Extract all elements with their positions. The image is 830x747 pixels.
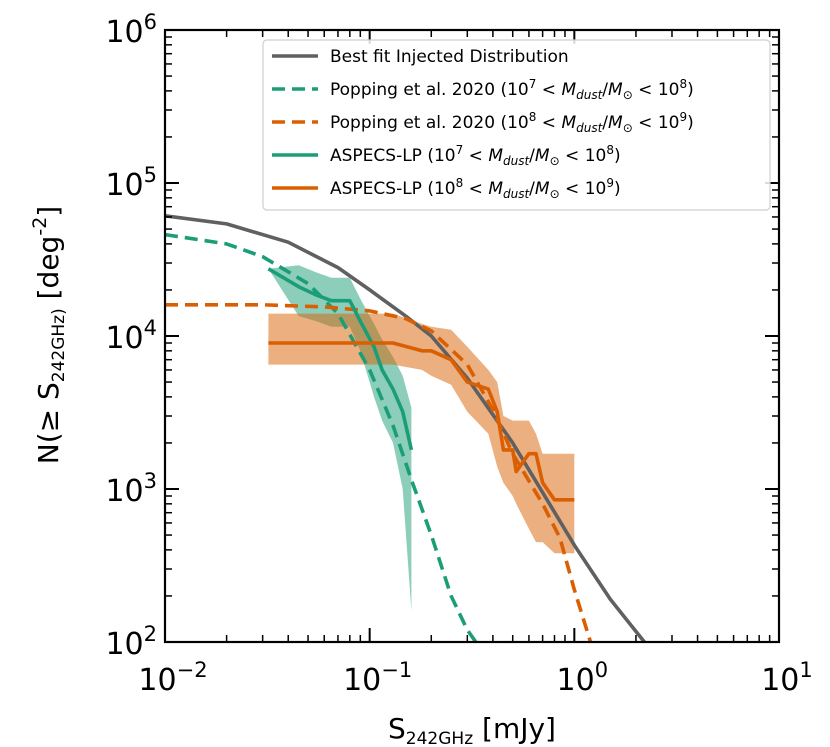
x-tick-label: 101 [761,658,813,698]
x-axis-title: S242GHz [mJy] [388,712,556,747]
x-tick-label: 100 [557,658,609,698]
band-aspecs_high [268,313,575,554]
legend-label-aspecs_high: ASPECS-LP (108 < Mdust/M⊙ < 109) [330,176,621,201]
legend-label-popping_high: Popping et al. 2020 (108 < Mdust/M⊙ < 10… [330,110,694,135]
tick-labels: 10−2 10−1 100 101 102 103 104 105 106 [105,10,812,698]
y-tick-label: 106 [105,10,157,50]
y-tick-label: 104 [105,316,157,356]
line-aspecs_high [268,341,575,502]
x-tick-label: 10−1 [343,658,412,698]
y-tick-label: 103 [105,469,157,509]
line-aspecs_low [267,267,414,451]
y-tick-label: 105 [105,163,157,203]
legend-label-best_fit: Best fit Injected Distribution [330,47,569,67]
axis-ticks [164,29,780,643]
legend-label-popping_low: Popping et al. 2020 (107 < Mdust/M⊙ < 10… [330,77,694,102]
legend-box [262,39,771,211]
y-tick-label: 102 [105,622,157,662]
line-popping_low [165,232,478,642]
y-axis-title: N(≥ S242GHz) [deg-2] [29,206,69,464]
series-lines [165,214,646,642]
legend-label-aspecs_low: ASPECS-LP (107 < Mdust/M⊙ < 108) [330,143,621,168]
legend: Best fit Injected Distribution Popping et… [262,39,771,211]
line-best_fit [165,214,646,642]
error-bands [268,265,575,611]
x-tick-label: 10−2 [138,658,207,698]
